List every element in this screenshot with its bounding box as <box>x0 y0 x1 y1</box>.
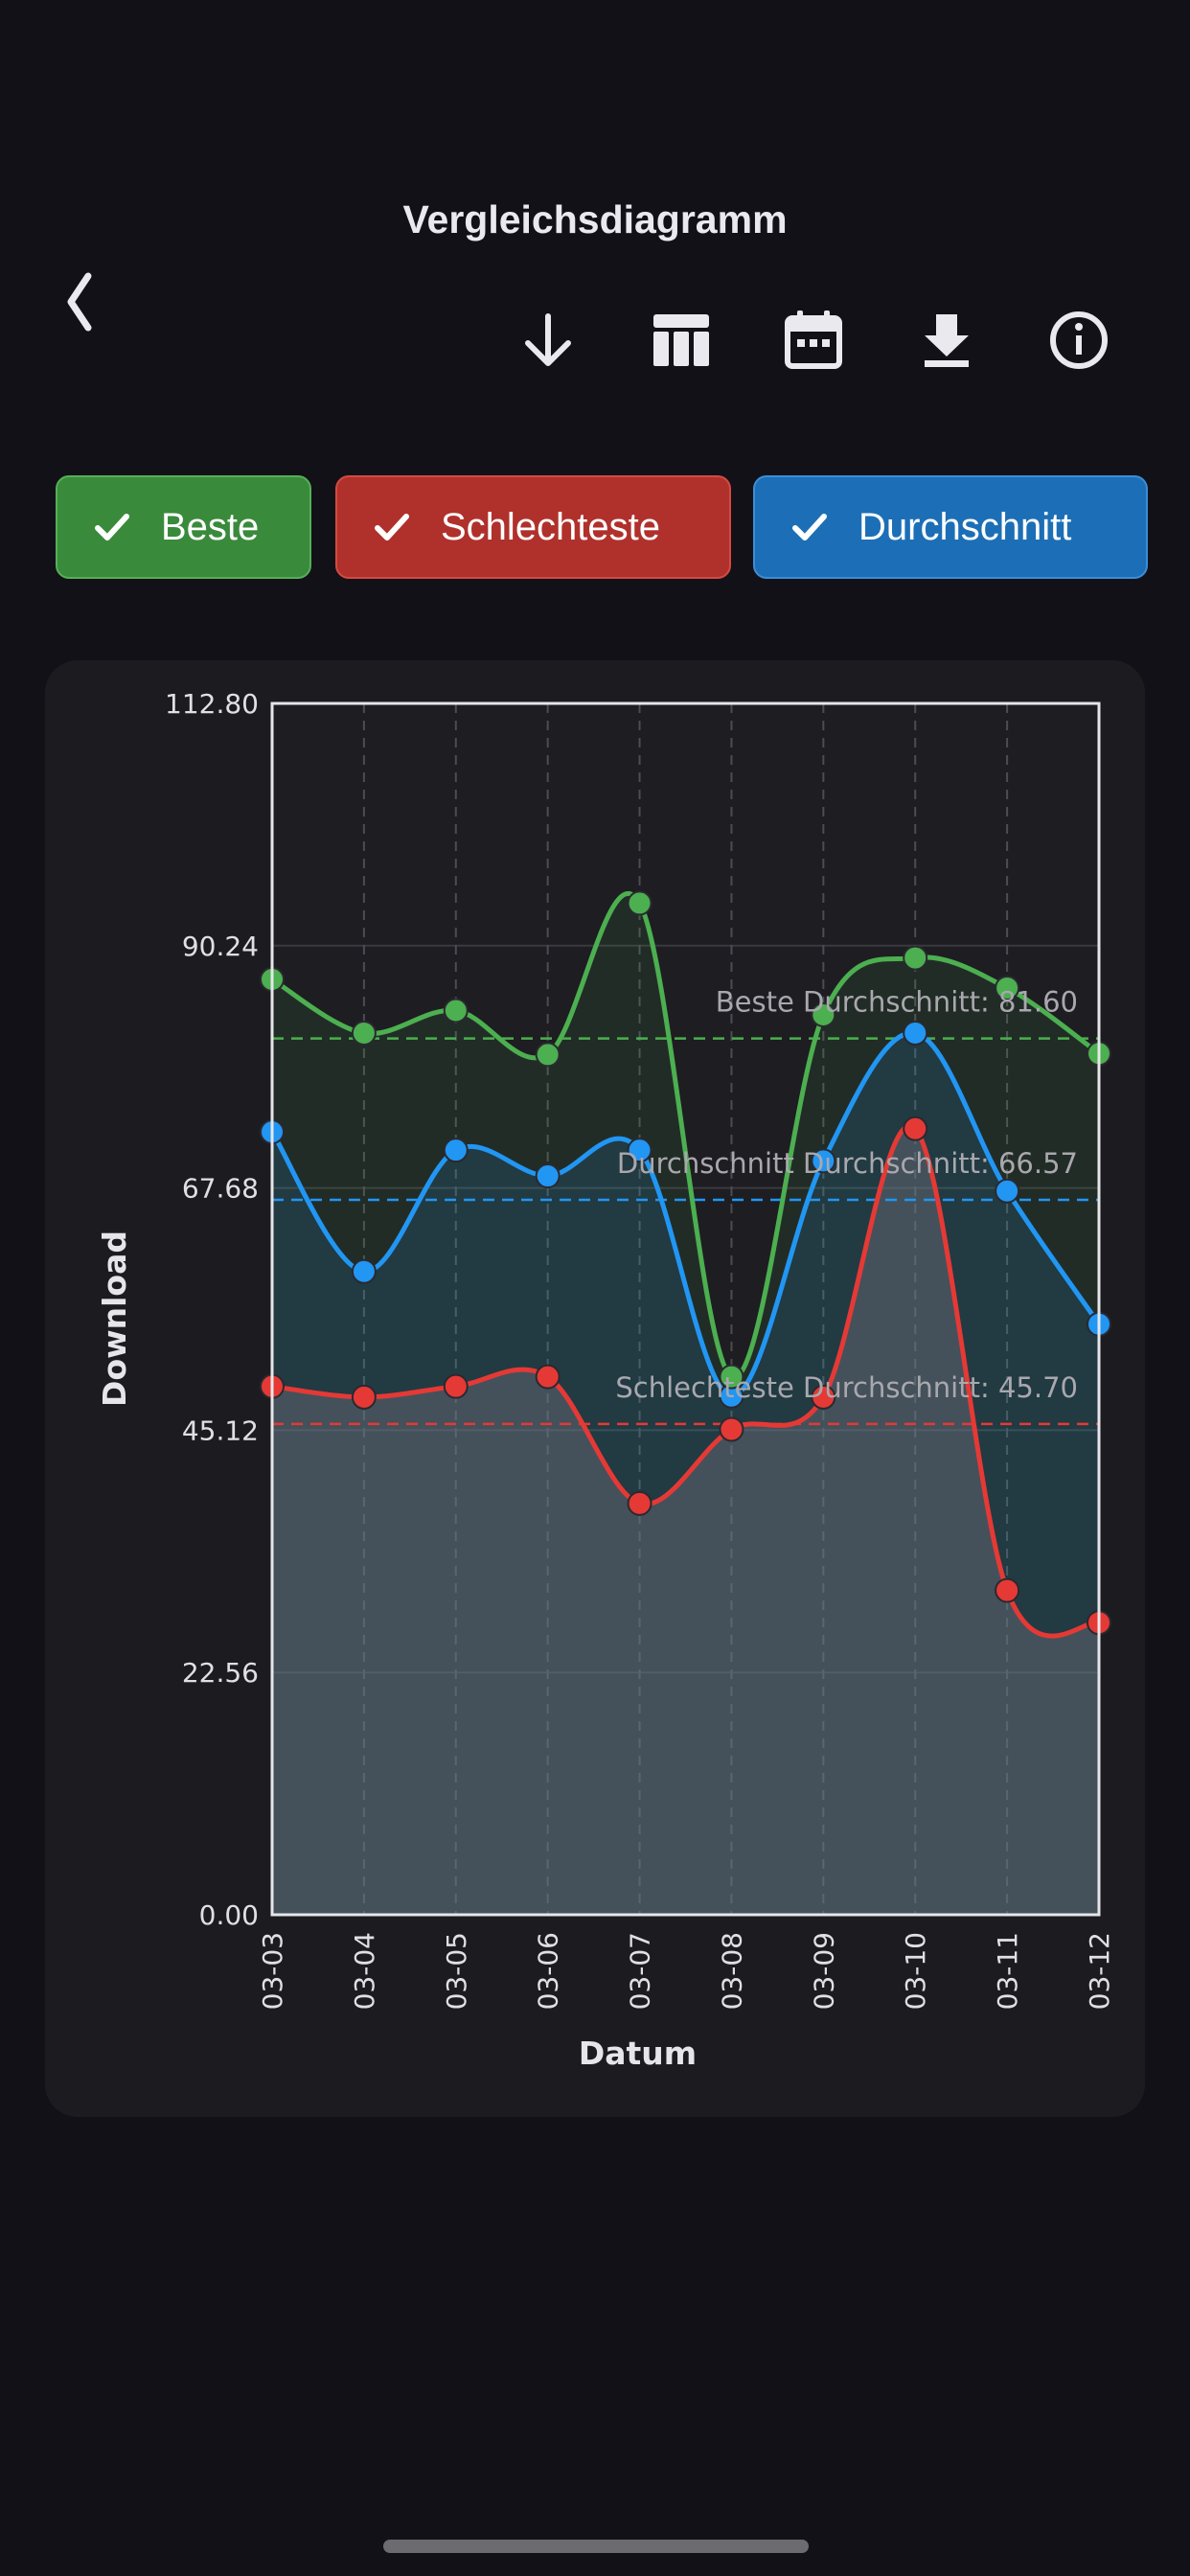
sort-down-arrow-icon[interactable] <box>516 309 580 372</box>
y-tick-label: 90.24 <box>182 931 259 962</box>
check-icon <box>375 514 409 540</box>
home-indicator <box>383 2540 809 2553</box>
data-point <box>443 1373 469 1399</box>
data-point <box>811 1384 836 1410</box>
average-label: Durchschnitt Durchschnitt: 66.57 <box>617 1147 1078 1180</box>
plot-border <box>270 702 1101 1917</box>
average-label: Schlechteste Durchschnitt: 45.70 <box>615 1371 1078 1404</box>
x-axis-title: Datum <box>579 2035 697 2072</box>
filter-chip-label: Schlechteste <box>441 505 661 548</box>
y-axis-title: Download <box>96 1230 133 1407</box>
table-icon[interactable] <box>650 309 713 372</box>
series-area <box>272 1125 1099 1915</box>
data-point <box>351 1258 377 1284</box>
chart-card: Beste Durchschnitt: 81.60 Durchschnitt Du… <box>45 660 1145 2117</box>
download-icon[interactable] <box>915 309 978 372</box>
data-point <box>811 1148 836 1174</box>
x-tick-label: 03-11 <box>992 1932 1023 2010</box>
x-tick-label: 03-04 <box>349 1932 380 2010</box>
data-point <box>443 1138 469 1163</box>
y-tick-label: 112.80 <box>165 688 259 720</box>
info-icon[interactable] <box>1047 309 1110 372</box>
data-point <box>351 1021 377 1046</box>
data-point <box>627 1490 652 1516</box>
data-point <box>903 1116 928 1141</box>
series-filter-bar: Beste Schlechteste Durchschnitt <box>0 475 1190 579</box>
x-tick-label: 03-03 <box>257 1932 288 2010</box>
data-point <box>995 1178 1020 1204</box>
data-point <box>535 1163 561 1189</box>
plot-area <box>272 703 1099 1915</box>
data-point <box>443 998 469 1024</box>
filter-chip-worst[interactable]: Schlechteste <box>335 475 731 579</box>
data-point <box>719 1364 744 1390</box>
chevron-left-icon[interactable] <box>54 270 111 334</box>
filter-chip-average[interactable]: Durchschnitt <box>753 475 1148 579</box>
y-tick-label: 22.56 <box>182 1657 259 1689</box>
filter-chip-best[interactable]: Beste <box>56 475 311 579</box>
x-tick-label: 03-05 <box>441 1932 472 2010</box>
data-point <box>627 1138 652 1163</box>
data-point <box>995 1577 1020 1603</box>
filter-chip-label: Beste <box>161 505 260 548</box>
x-tick-label: 03-12 <box>1084 1932 1115 2010</box>
x-tick-label: 03-07 <box>625 1932 656 2010</box>
x-tick-label: 03-09 <box>808 1932 839 2010</box>
data-point <box>535 1364 561 1390</box>
data-point <box>903 945 928 971</box>
data-point <box>719 1416 744 1442</box>
data-point <box>535 1042 561 1068</box>
series-line <box>269 1030 1102 1399</box>
check-icon <box>95 514 129 540</box>
y-tick-label: 45.12 <box>182 1414 259 1446</box>
data-point <box>627 890 652 916</box>
filter-chip-label: Durchschnitt <box>858 505 1072 548</box>
calendar-icon[interactable] <box>782 309 845 372</box>
data-point <box>351 1384 377 1410</box>
y-tick-label: 67.68 <box>182 1173 259 1205</box>
y-tick-label: 0.00 <box>199 1899 259 1931</box>
comparison-line-chart: Beste Durchschnitt: 81.60 Durchschnitt Du… <box>96 688 1115 2072</box>
check-icon <box>792 514 827 540</box>
x-tick-label: 03-08 <box>716 1932 747 2010</box>
data-point <box>995 975 1020 1000</box>
x-tick-label: 03-06 <box>533 1932 564 2010</box>
average-label: Beste Durchschnitt: 81.60 <box>716 986 1078 1019</box>
page-title: Vergleichsdiagramm <box>402 197 788 242</box>
data-point <box>903 1021 928 1046</box>
x-tick-label: 03-10 <box>900 1932 931 2010</box>
data-point <box>811 1001 836 1027</box>
